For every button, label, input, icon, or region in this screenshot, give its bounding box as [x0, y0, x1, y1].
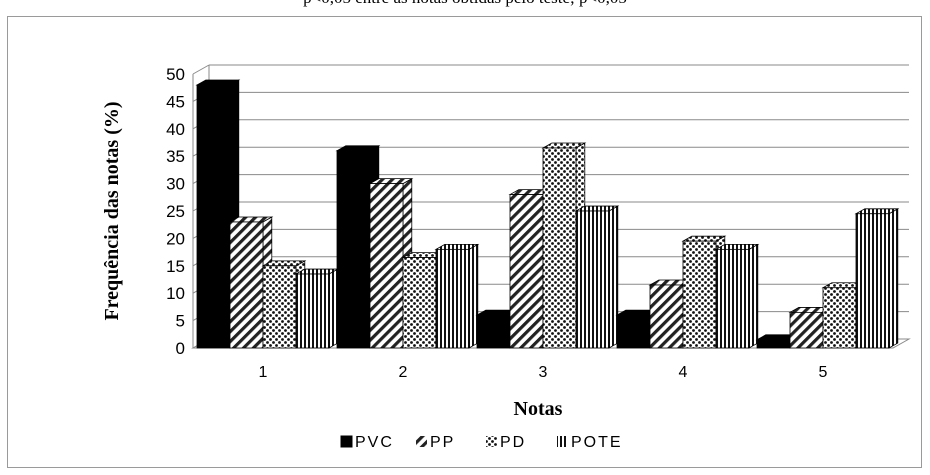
y-tick-label: 40	[166, 120, 185, 139]
y-tick-label: 15	[166, 257, 185, 276]
x-category-label: 5	[819, 364, 828, 381]
y-tick-label: 35	[166, 147, 185, 166]
y-tick-label: 5	[176, 312, 185, 331]
x-category-label: 3	[539, 364, 548, 381]
y-tick-label: 20	[166, 229, 185, 248]
bar-pote-2	[434, 243, 480, 349]
legend: PVC PP PD POTE	[340, 434, 623, 451]
bar-pote-1	[294, 268, 340, 349]
legend-label: PP	[430, 434, 455, 451]
bar-pote-4	[714, 243, 760, 349]
x-category-label: 1	[259, 364, 268, 381]
y-axis-title: Frequência das notas (%)	[101, 101, 123, 320]
bar-pote-5	[854, 208, 900, 349]
legend-item-pp: PP	[416, 434, 455, 451]
x-axis-title: Notas	[514, 398, 563, 420]
top-caption: p<0,05 entre as notas obtidas pelo teste…	[0, 0, 930, 8]
y-tick-label: 30	[166, 175, 185, 194]
y-tick-label: 50	[166, 65, 185, 84]
y-tick-label: 0	[176, 339, 185, 358]
legend-label: PVC	[355, 434, 394, 451]
bar-pote-3	[574, 205, 620, 349]
x-category-label: 4	[679, 364, 688, 381]
legend-item-pote: POTE	[557, 434, 623, 451]
y-tick-label: 10	[166, 284, 185, 303]
y-tick-label: 25	[166, 202, 185, 221]
x-category-labels: 1 2 3 4 5	[259, 364, 828, 381]
y-tick-label: 45	[166, 92, 185, 111]
y-tick-labels: 0 5 10 15 20 25 30 35 40 45 50	[166, 65, 185, 358]
legend-item-pd: PD	[486, 434, 526, 451]
legend-label: PD	[500, 434, 526, 451]
x-category-label: 2	[399, 364, 408, 381]
bars	[195, 79, 900, 349]
legend-item-pvc: PVC	[340, 434, 394, 451]
legend-label: POTE	[571, 434, 623, 451]
